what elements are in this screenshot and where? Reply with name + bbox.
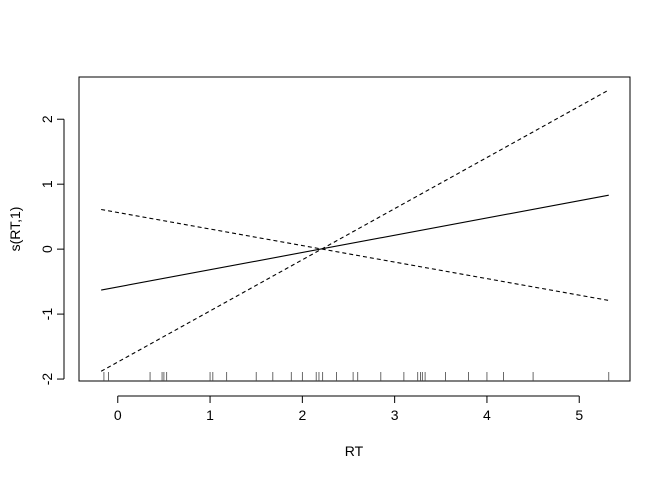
x-tick-label: 5 <box>575 407 583 423</box>
x-tick-label: 3 <box>391 407 399 423</box>
y-tick-label: 2 <box>39 115 55 123</box>
rug-ticks <box>103 372 610 381</box>
x-tick-label: 0 <box>114 407 122 423</box>
x-axis-label: RT <box>345 443 364 459</box>
confidence-band-line <box>101 208 609 301</box>
x-tick-label: 1 <box>206 407 214 423</box>
y-tick-label: 1 <box>39 180 55 188</box>
x-axis: 0 1 2 3 4 5 <box>114 395 583 423</box>
y-tick-label: -1 <box>39 308 55 321</box>
y-axis: -2 -1 0 1 2 <box>39 115 65 386</box>
y-tick-label: -2 <box>39 373 55 386</box>
confidence-band-line <box>100 89 610 372</box>
y-axis-label: s(RT,1) <box>7 207 23 252</box>
series-lines <box>100 89 610 372</box>
y-tick-label: 0 <box>39 245 55 253</box>
smooth-estimate-line <box>101 194 609 291</box>
x-tick-label: 4 <box>483 407 491 423</box>
plot-frame <box>78 76 631 382</box>
x-tick-label: 2 <box>298 407 306 423</box>
